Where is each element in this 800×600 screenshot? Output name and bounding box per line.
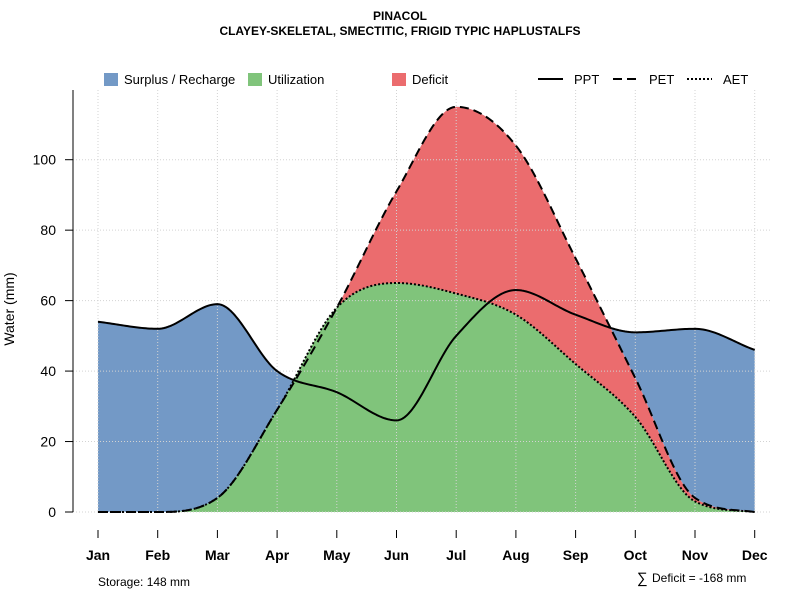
- deficit-annotation: Deficit = -168 mm: [652, 571, 747, 585]
- x-tick-label: Feb: [145, 547, 170, 563]
- storage-annotation: Storage: 148 mm: [98, 575, 191, 589]
- x-tick-label: Mar: [205, 547, 230, 563]
- x-tick-label: May: [323, 547, 350, 563]
- y-axis-label: Water (mm): [1, 272, 17, 345]
- series-line-ppt: [97, 289, 756, 422]
- legend-item-utilization: Utilization: [248, 72, 324, 87]
- lines-layer: [97, 105, 756, 513]
- legend-label: Deficit: [412, 72, 449, 87]
- x-tick-label: Dec: [742, 547, 768, 563]
- legend-label: AET: [723, 72, 748, 87]
- y-tick-label: 20: [40, 434, 56, 450]
- x-tick-label: Apr: [265, 547, 290, 563]
- x-tick-label: Jan: [86, 547, 110, 563]
- legend-swatch: [104, 73, 118, 86]
- legend: Surplus / Recharge Utilization Deficit PPT P…: [104, 72, 748, 87]
- series-line-aet: [98, 282, 755, 513]
- legend-item-aet: AET: [687, 72, 748, 87]
- x-tick-label: Aug: [502, 547, 529, 563]
- legend-swatch: [248, 73, 262, 86]
- x-tick-label: Oct: [624, 547, 648, 563]
- y-tick-label: 60: [40, 293, 56, 309]
- areas-layer: [98, 106, 755, 512]
- x-tick-label: Jun: [384, 547, 409, 563]
- legend-label: Surplus / Recharge: [124, 72, 235, 87]
- series-line-pet: [98, 105, 755, 513]
- legend-label: Utilization: [268, 72, 324, 87]
- axis-layer: 0 20 40 60 80 100 Jan Feb Mar Apr May Jun Jul Aug Sep O…: [33, 90, 768, 563]
- legend-item-ppt: PPT: [538, 72, 599, 87]
- y-tick-label: 40: [40, 363, 56, 379]
- legend-item-surplus-recharge: Surplus / Recharge: [104, 72, 235, 87]
- chart-title: PINACOL: [373, 9, 427, 23]
- grid-layer: [73, 90, 770, 513]
- legend-label: PET: [649, 72, 674, 87]
- legend-label: PPT: [574, 72, 599, 87]
- utilization-area: [98, 283, 755, 512]
- legend-item-pet: PET: [613, 72, 674, 87]
- x-tick-label: Nov: [682, 547, 709, 563]
- y-tick-label: 80: [40, 222, 56, 238]
- x-tick-label: Sep: [563, 547, 589, 563]
- deficit-area: [98, 106, 755, 512]
- legend-swatch: [392, 73, 406, 86]
- x-tick-label: Jul: [446, 547, 466, 563]
- y-tick-label: 100: [33, 152, 57, 168]
- sigma-icon: ∑: [637, 570, 648, 587]
- legend-item-deficit: Deficit: [392, 72, 449, 87]
- chart-subtitle: CLAYEY-SKELETAL, SMECTITIC, FRIGID TYPIC…: [219, 24, 581, 38]
- y-tick-label: 0: [48, 504, 56, 520]
